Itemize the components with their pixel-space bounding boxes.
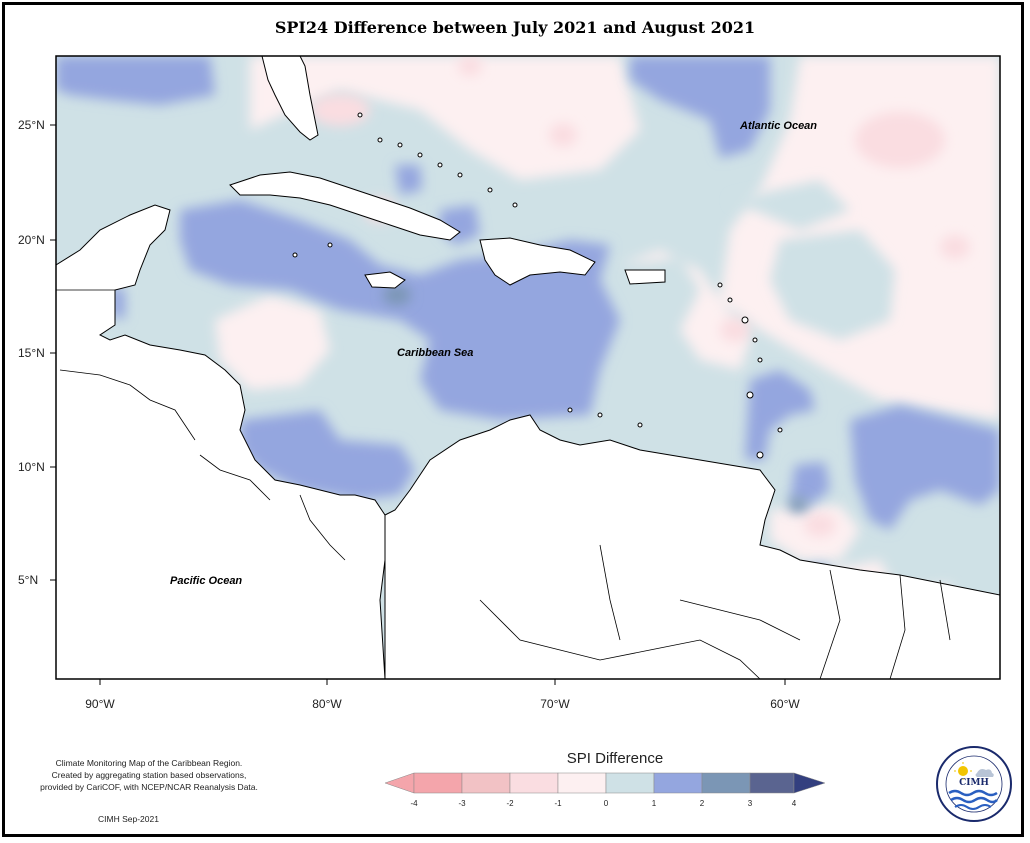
axis-ticks bbox=[50, 124, 786, 685]
lat-label-20n: 20°N bbox=[18, 233, 45, 247]
legend-swatch-3-4 bbox=[749, 772, 795, 794]
legend-tick: 1 bbox=[651, 799, 657, 808]
lat-label-15n: 15°N bbox=[18, 346, 45, 360]
legend-swatch-2-3 bbox=[701, 772, 751, 794]
legend-tick: 2 bbox=[699, 799, 705, 808]
legend-title: SPI Difference bbox=[566, 750, 664, 767]
legend-swatch-m1-0 bbox=[557, 772, 607, 794]
lon-label-90w: 90°W bbox=[85, 697, 115, 711]
logo-text: CIMH bbox=[959, 778, 989, 788]
south-america bbox=[384, 414, 1000, 679]
land-masses bbox=[56, 56, 1000, 679]
central-america bbox=[56, 204, 386, 679]
credits-line-2: Created by aggregating station based obs… bbox=[51, 770, 247, 780]
map-title: SPI24 Difference between July 2021 and A… bbox=[274, 18, 756, 37]
legend-swatch-m4-m3 bbox=[413, 772, 463, 794]
map-panel bbox=[56, 56, 1000, 679]
label-atlantic-ocean: Atlantic Ocean bbox=[740, 120, 818, 132]
lon-label-60w: 60°W bbox=[770, 697, 800, 711]
lat-label-5n: 5°N bbox=[18, 573, 39, 587]
credits-line-3: provided by CariCOF, with NCEP/NCAR Rean… bbox=[40, 782, 258, 792]
jamaica bbox=[364, 271, 406, 289]
legend-colorbar bbox=[384, 772, 826, 794]
label-pacific-ocean: Pacific Ocean bbox=[170, 575, 243, 587]
legend-tick: 3 bbox=[747, 799, 753, 808]
strong-positive-regions bbox=[383, 285, 808, 513]
legend-tick: -2 bbox=[506, 799, 514, 808]
legend-swatch-1-2 bbox=[653, 772, 703, 794]
legend-swatch-gt-4 bbox=[793, 772, 826, 794]
cimh-logo bbox=[936, 746, 1012, 822]
puerto-rico bbox=[624, 269, 666, 285]
cuba bbox=[229, 171, 461, 241]
map-border bbox=[55, 55, 1001, 680]
hispaniola bbox=[479, 237, 596, 286]
lon-label-80w: 80°W bbox=[312, 697, 342, 711]
legend-tick: -4 bbox=[410, 799, 418, 808]
florida bbox=[261, 56, 319, 141]
credits-line-1: Climate Monitoring Map of the Caribbean … bbox=[55, 758, 243, 768]
small-islands bbox=[292, 112, 783, 459]
attribution-text: CIMH Sep-2021 bbox=[98, 814, 159, 824]
legend-swatch-0-1 bbox=[605, 772, 655, 794]
legend-tick: -3 bbox=[458, 799, 466, 808]
country-borders bbox=[56, 289, 951, 679]
lon-label-70w: 70°W bbox=[540, 697, 570, 711]
legend-tick: 4 bbox=[791, 799, 797, 808]
credits-text: Climate Monitoring Map of the Caribbean … bbox=[24, 757, 274, 793]
legend-swatch-m2-m1 bbox=[509, 772, 559, 794]
label-caribbean-sea: Caribbean Sea bbox=[397, 347, 474, 359]
lat-label-10n: 10°N bbox=[18, 460, 45, 474]
legend-tick: -1 bbox=[554, 799, 562, 808]
legend-tick: 0 bbox=[603, 799, 609, 808]
legend-swatch-m3-m2 bbox=[461, 772, 511, 794]
neutral-regions bbox=[730, 180, 895, 340]
lat-label-25n: 25°N bbox=[18, 118, 45, 132]
legend-swatch-lt-4 bbox=[384, 772, 415, 794]
